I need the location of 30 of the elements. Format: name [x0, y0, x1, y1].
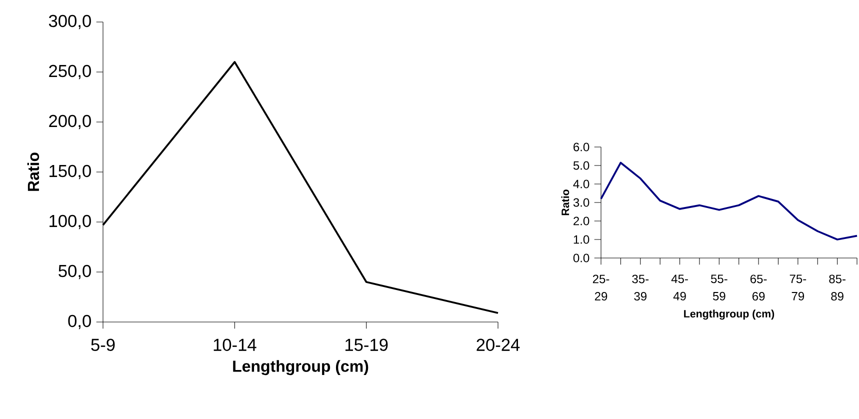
x-tick-label: 10-14: [214, 338, 256, 351]
y-tick-label: 100,0: [50, 214, 91, 230]
y-tick-label: 300,0: [48, 14, 91, 30]
x-axis-title: Lengthgroup (cm): [233, 360, 368, 376]
y-tick-label: 250,0: [49, 64, 91, 80]
y-tick-label: 150,0: [50, 164, 91, 180]
y-tick-label: 0,0: [68, 314, 91, 330]
x-tick-label: 85-89: [829, 274, 846, 301]
y-tick-label: 2.0: [574, 216, 590, 226]
y-tick-label: 3.0: [573, 198, 590, 207]
x-tick-label: 25-29: [592, 274, 610, 301]
x-tick-label: 5-9: [91, 338, 115, 351]
y-axis-title: Ratio: [27, 152, 40, 191]
y-axis-title: Ratio: [561, 190, 570, 216]
x-tick-label: 75-79: [790, 274, 806, 300]
y-tick-label: 50,0: [58, 264, 91, 280]
x-axis-title: Lengthgroup (cm): [684, 310, 774, 320]
x-tick-label: 45-49: [671, 274, 688, 300]
y-tick-label: 1.0: [574, 235, 590, 244]
x-tick-label: 55-59: [710, 274, 728, 300]
y-tick-label: 6.0: [574, 142, 590, 152]
y-tick-label: 4.0: [573, 180, 590, 188]
line-series: [600, 162, 858, 240]
x-tick-label: 20-24: [476, 338, 520, 351]
y-tick-label: 5.0: [573, 161, 590, 170]
x-tick-label: 15-19: [345, 338, 388, 351]
x-tick-label: 35-39: [632, 274, 649, 301]
x-tick-label: 65-69: [750, 274, 767, 301]
y-tick-label: 200,0: [49, 114, 91, 130]
y-tick-label: 0.0: [573, 254, 590, 262]
